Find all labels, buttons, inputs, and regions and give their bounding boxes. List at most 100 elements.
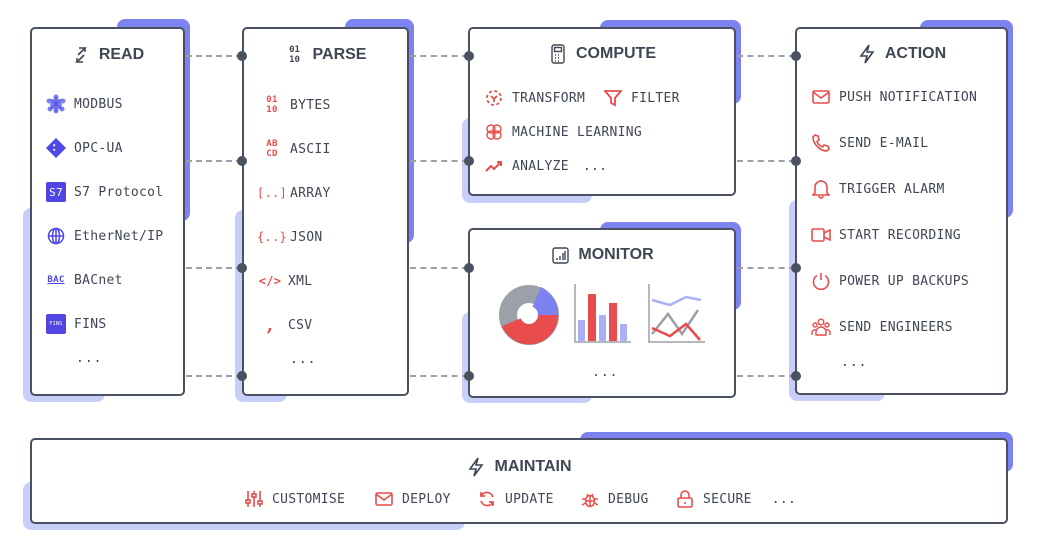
item-label: SECURE	[703, 491, 752, 507]
binary-icon: 01 10	[266, 95, 278, 115]
fins-icon: FINS	[46, 314, 66, 334]
modbus-icon	[46, 94, 66, 114]
bell-icon	[811, 179, 831, 199]
line-chart-icon	[648, 284, 705, 343]
compute-item-analyze: ANALYZE...	[484, 156, 607, 176]
parse-item-ascii: AB CD ASCII	[262, 139, 331, 159]
item-label: ASCII	[290, 141, 331, 157]
comma-icon: ,	[266, 314, 274, 336]
bar-chart-icon	[574, 284, 631, 343]
s7-icon: S7	[46, 182, 66, 202]
video-camera-icon	[811, 225, 831, 245]
letters-icon: AB CD	[266, 139, 278, 159]
compute-panel: COMPUTE TRANSFORM FILTER MACHINE LEARNIN…	[468, 27, 736, 196]
brain-icon	[484, 122, 504, 142]
item-label: SEND ENGINEERS	[839, 319, 953, 335]
compute-title: COMPUTE	[576, 45, 656, 62]
globe-icon	[46, 226, 66, 246]
item-label: BYTES	[290, 97, 331, 113]
action-panel: ACTION PUSH NOTIFICATION SEND E-MAIL TRI…	[795, 27, 1008, 395]
action-item-start-recording: START RECORDING	[811, 225, 961, 245]
donut-chart-icon	[499, 285, 559, 345]
item-label: UPDATE	[505, 491, 554, 507]
action-item-trigger-alarm: TRIGGER ALARM	[811, 179, 945, 199]
item-label: DEPLOY	[402, 491, 451, 507]
read-item-opc-ua: OPC-UA	[46, 138, 123, 158]
item-label: PUSH NOTIFICATION	[839, 89, 978, 105]
parse-title: PARSE	[312, 46, 367, 63]
maintain-item-customise: CUSTOMISE	[244, 489, 345, 509]
item-label: MACHINE LEARNING	[512, 124, 643, 140]
read-item-fins: FINS FINS	[46, 314, 107, 334]
maintain-more: ...	[771, 491, 797, 507]
binary-icon: 01 10	[289, 45, 300, 65]
action-item-push-notification: PUSH NOTIFICATION	[811, 87, 977, 107]
read-item-modbus: MODBUS	[46, 94, 123, 114]
action-more: ...	[841, 355, 868, 370]
item-label: BACnet	[74, 272, 123, 288]
read-title: READ	[98, 46, 145, 63]
item-label: SEND E-MAIL	[839, 135, 929, 151]
read-panel: READ MODBUS OPC-UA S7 S7 Protocol EtherNe…	[30, 27, 185, 396]
mail-icon	[374, 489, 394, 509]
item-label: ARRAY	[290, 185, 331, 201]
item-label: JSON	[290, 229, 323, 245]
monitor-title: MONITOR	[578, 246, 654, 263]
parse-more: ...	[290, 352, 317, 367]
mail-icon	[811, 87, 831, 107]
phone-icon	[811, 133, 831, 153]
read-item-s7: S7 S7 Protocol	[46, 182, 163, 202]
bar-chart-icon	[550, 245, 570, 265]
maintain-title: MAINTAIN	[494, 458, 572, 475]
parse-panel: 01 10 PARSE 01 10 BYTES AB CD ASCII [..] ARRAY …	[242, 27, 409, 396]
opc-ua-icon	[46, 138, 66, 158]
monitor-panel: MONITOR ...	[468, 228, 736, 398]
filter-icon	[603, 88, 623, 108]
item-label: TRANSFORM	[512, 90, 586, 106]
maintain-item-debug: DEBUG	[580, 489, 649, 509]
maintain-item-update: UPDATE	[477, 489, 554, 509]
transform-icon	[484, 88, 504, 108]
maintain-item-secure: SECURE...	[675, 489, 796, 509]
brackets-icon: [..]	[256, 186, 288, 200]
item-label: S7 Protocol	[74, 184, 164, 200]
refresh-icon	[71, 45, 91, 65]
item-label: FILTER	[631, 90, 680, 106]
compute-item-machine-learning: MACHINE LEARNING	[484, 122, 642, 142]
trend-up-icon	[484, 156, 504, 176]
braces-icon: {..}	[256, 230, 288, 244]
item-label: CSV	[288, 317, 313, 333]
item-label: EtherNet/IP	[74, 228, 164, 244]
action-item-send-email: SEND E-MAIL	[811, 133, 928, 153]
item-label: POWER UP BACKUPS	[839, 273, 970, 289]
parse-item-xml: </> XML	[258, 271, 313, 291]
item-label: START RECORDING	[839, 227, 961, 243]
compute-item-filter: FILTER	[603, 88, 680, 108]
item-label: MODBUS	[74, 96, 123, 112]
refresh-icon	[477, 489, 497, 509]
code-icon: </>	[258, 274, 282, 288]
calculator-icon	[548, 44, 568, 64]
compute-more: ...	[582, 158, 608, 174]
item-label: FINS	[74, 316, 107, 332]
parse-item-array: [..] ARRAY	[256, 183, 331, 203]
bug-icon	[580, 489, 600, 509]
lightning-icon	[857, 44, 877, 64]
team-icon	[811, 317, 831, 337]
parse-item-csv: , CSV	[260, 314, 313, 336]
read-item-ethernet-ip: EtherNet/IP	[46, 226, 163, 246]
sliders-icon	[244, 489, 264, 509]
lightning-icon	[466, 457, 486, 477]
monitor-more: ...	[592, 365, 619, 380]
item-label: ANALYZE	[512, 158, 569, 174]
item-label: DEBUG	[608, 491, 649, 507]
bacnet-icon: BAC	[47, 275, 65, 285]
maintain-panel: MAINTAIN CUSTOMISE DEPLOY UPDATE DEBUG S…	[30, 438, 1008, 524]
parse-item-bytes: 01 10 BYTES	[262, 95, 331, 115]
item-label: XML	[288, 273, 313, 289]
compute-item-transform: TRANSFORM	[484, 88, 585, 108]
item-label: TRIGGER ALARM	[839, 181, 945, 197]
parse-item-json: {..} JSON	[256, 227, 323, 247]
item-label: OPC-UA	[74, 140, 123, 156]
action-title: ACTION	[884, 45, 947, 62]
